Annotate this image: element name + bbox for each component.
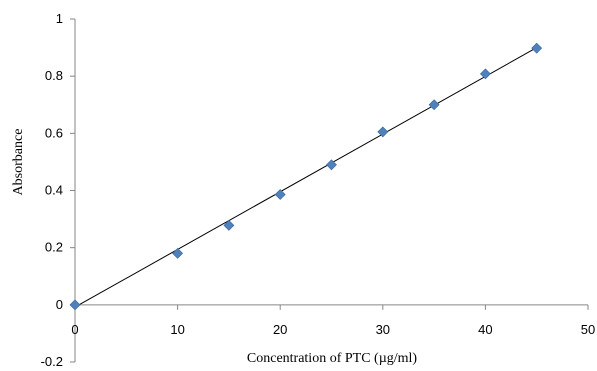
y-tick-label: 0.2 xyxy=(45,240,63,255)
x-tick-label: 30 xyxy=(376,322,390,337)
x-axis-title: Concentration of PTC (µg/ml) xyxy=(247,351,418,366)
linear-trendline xyxy=(74,47,537,308)
trendline-layer xyxy=(74,47,537,308)
x-tick-label: 10 xyxy=(170,322,184,337)
x-tick-label: 50 xyxy=(581,322,595,337)
data-point xyxy=(223,219,235,231)
data-point xyxy=(479,68,491,80)
data-point xyxy=(531,42,543,54)
data-point xyxy=(274,189,286,200)
y-tick-label: 0 xyxy=(56,297,63,312)
y-tick-label: 0.4 xyxy=(45,183,63,198)
x-tick-label: 20 xyxy=(273,322,287,337)
data-point xyxy=(377,126,389,138)
x-tick-label: 0 xyxy=(71,322,78,337)
data-point xyxy=(172,247,184,259)
y-tick-label: -0.2 xyxy=(41,354,63,369)
y-tick-label: 0.6 xyxy=(45,125,63,140)
tick-labels: -0.200.20.40.60.810 10 20 30 40 50 xyxy=(41,11,596,369)
data-points xyxy=(69,42,543,311)
data-point xyxy=(326,159,337,171)
data-point xyxy=(428,99,440,111)
x-tick-label: 40 xyxy=(478,322,492,337)
y-tick-label: 1 xyxy=(56,11,63,26)
y-axis-title: Absorbance xyxy=(11,129,26,196)
y-tick-label: 0.8 xyxy=(45,68,63,83)
axes xyxy=(70,18,589,363)
data-point xyxy=(69,299,81,311)
